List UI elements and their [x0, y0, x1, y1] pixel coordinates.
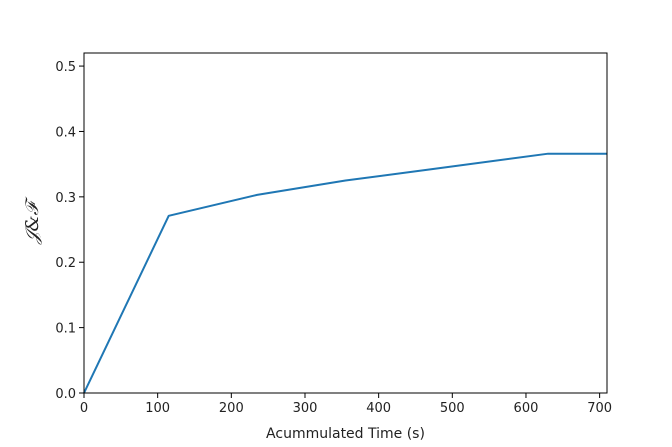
y-tick-label: 0.1 — [55, 322, 76, 337]
plot-frame — [83, 52, 608, 394]
plot-area — [84, 53, 607, 393]
x-tick-label: 600 — [514, 401, 539, 416]
y-tick-label: 0.5 — [55, 60, 76, 75]
y-tick-label: 0.0 — [55, 387, 76, 402]
y-tick-label: 0.4 — [55, 125, 76, 140]
x-tick-label: 100 — [145, 401, 170, 416]
y-axis-ticks: 0.0 0.1 0.2 0.3 0.4 0.5 — [55, 60, 84, 402]
x-tick-label: 200 — [219, 401, 244, 416]
x-axis-ticks: 0 100 200 300 400 500 600 700 — [80, 393, 612, 416]
x-tick-label: 300 — [293, 401, 318, 416]
y-tick-label: 0.3 — [55, 191, 76, 206]
y-tick-label: 0.2 — [55, 256, 76, 271]
x-tick-label: 500 — [440, 401, 465, 416]
series-line — [83, 152, 607, 394]
x-tick-label: 0 — [80, 401, 88, 416]
x-tick-label: 700 — [587, 401, 612, 416]
x-axis-title: Acummulated Time (s) — [266, 426, 425, 442]
y-axis-title: 𝒥&ℱ — [22, 196, 43, 244]
x-tick-label: 400 — [366, 401, 391, 416]
